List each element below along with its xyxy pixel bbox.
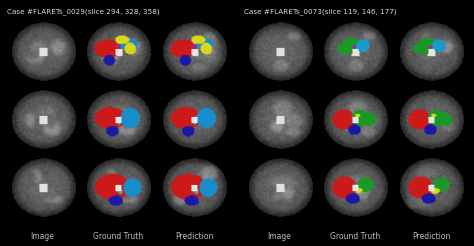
Text: Prediction: Prediction bbox=[175, 232, 213, 241]
Text: Image: Image bbox=[31, 232, 55, 241]
Text: Case #FLARETs_0029(slice 294, 328, 358): Case #FLARETs_0029(slice 294, 328, 358) bbox=[7, 9, 160, 15]
Text: Case #FLARETs_0073(slice 119, 146, 177): Case #FLARETs_0073(slice 119, 146, 177) bbox=[244, 9, 397, 15]
Text: Ground Truth: Ground Truth bbox=[93, 232, 144, 241]
Text: Ground Truth: Ground Truth bbox=[330, 232, 381, 241]
Text: Image: Image bbox=[268, 232, 292, 241]
Text: Prediction: Prediction bbox=[412, 232, 450, 241]
